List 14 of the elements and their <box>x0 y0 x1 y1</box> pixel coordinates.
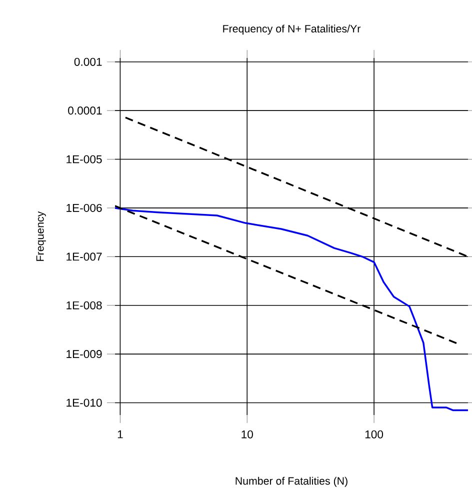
x-tick-label: 10 <box>242 430 253 438</box>
x-tick-label: 1 <box>118 430 123 438</box>
y-tick-label: 1E-006 <box>66 204 102 212</box>
y-tick-label: 1E-007 <box>66 252 102 261</box>
y-tick-label: 0.001 <box>74 58 102 66</box>
y-tick-label: 1E-005 <box>66 155 102 164</box>
x-axis-title: Number of Fatalities (N) <box>236 476 348 487</box>
y-tick-label: 1E-009 <box>66 350 102 358</box>
chart-title: Frequency of N+ Fatalities/Yr <box>223 24 361 35</box>
y-tick-label: 1E-010 <box>66 398 102 407</box>
x-tick-label: 100 <box>365 430 384 438</box>
y-tick-label: 1E-008 <box>66 301 102 310</box>
y-axis-title: Frequency <box>36 211 46 261</box>
y-tick-label: 0.0001 <box>68 106 102 115</box>
